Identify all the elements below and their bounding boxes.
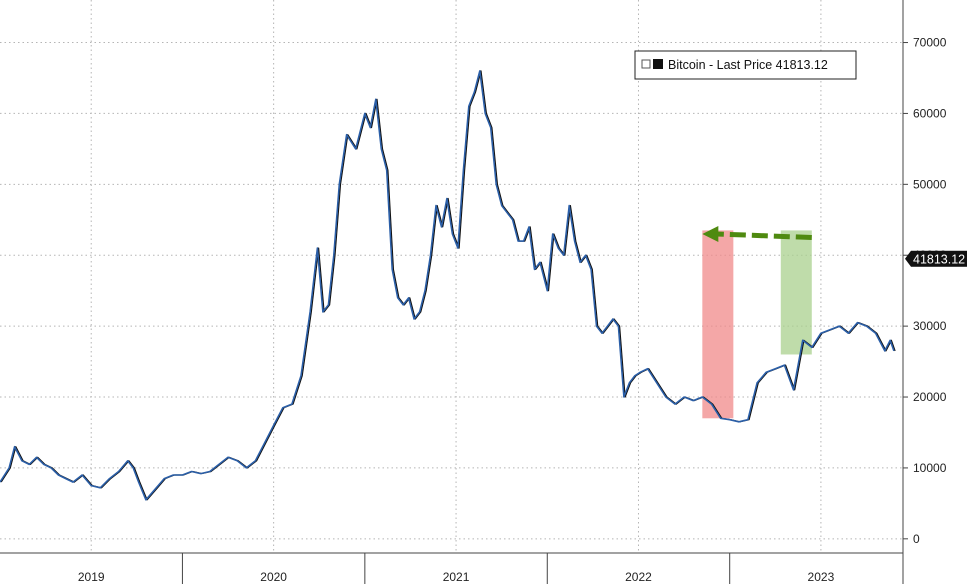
y-tick-label-2: 20000 xyxy=(913,390,947,404)
x-tick-label-3: 2022 xyxy=(625,570,652,584)
x-tick-label-0: 2019 xyxy=(78,570,105,584)
legend-swatch xyxy=(653,59,663,69)
arrow-head xyxy=(702,225,719,242)
last-value-label: 41813.12 xyxy=(913,252,965,266)
y-tick-label-1: 10000 xyxy=(913,461,947,475)
y-tick-label-6: 60000 xyxy=(913,106,947,120)
x-tick-labels: 2019 2020 2021 2022 2023 xyxy=(78,570,835,584)
legend: Bitcoin - Last Price 41813.12 xyxy=(634,50,857,80)
last-value-box xyxy=(911,250,967,267)
legend-box xyxy=(634,50,857,80)
highlight-band-1 xyxy=(780,230,812,355)
series-line-0 xyxy=(0,70,895,501)
x-tick-label-1: 2020 xyxy=(260,570,287,584)
y-tick-label-3: 30000 xyxy=(913,319,947,333)
highlight-bands xyxy=(702,230,812,419)
y-tick-label-0: 0 xyxy=(913,532,920,546)
highlight-band-0 xyxy=(702,230,734,419)
axes xyxy=(0,0,908,584)
arrow-shaft xyxy=(716,231,812,241)
last-value-marker: 41813.12 xyxy=(905,250,967,267)
last-value-arrow xyxy=(905,250,911,267)
x-tick-label-4: 2023 xyxy=(808,570,835,584)
x-tick-label-2: 2021 xyxy=(443,570,470,584)
legend-expand-icon xyxy=(641,59,651,69)
grid xyxy=(0,0,903,553)
series-shadow-line-0 xyxy=(0,70,896,501)
legend-entry-bitcoin: Bitcoin - Last Price 41813.12 xyxy=(668,58,828,72)
y-tick-labels: 010000200003000040000500006000070000 xyxy=(913,36,947,546)
y-tick-label-7: 70000 xyxy=(913,36,947,50)
arrow-annotation xyxy=(702,225,812,242)
series-layer xyxy=(0,70,896,501)
y-tick-label-5: 50000 xyxy=(913,177,947,191)
